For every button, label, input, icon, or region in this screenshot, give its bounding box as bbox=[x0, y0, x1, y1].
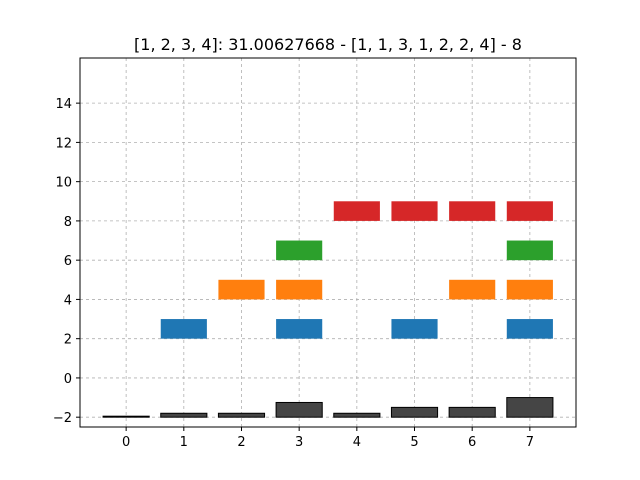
y-tick-label: 4 bbox=[64, 293, 72, 308]
y-tick-label: −2 bbox=[53, 411, 72, 426]
x-tick-label: 3 bbox=[295, 435, 303, 450]
x-tick-label: 2 bbox=[237, 435, 245, 450]
bar-orange bbox=[506, 279, 553, 300]
x-tick-label: 6 bbox=[468, 435, 476, 450]
y-tick-label: 0 bbox=[64, 372, 72, 387]
y-tick-label: 8 bbox=[64, 215, 72, 230]
bars bbox=[102, 201, 554, 418]
bottom-bar bbox=[102, 415, 150, 418]
bottom-bar bbox=[275, 401, 323, 418]
bottom-bar bbox=[217, 412, 266, 418]
bar-orange bbox=[218, 279, 265, 300]
bar-red bbox=[449, 201, 496, 221]
bottom-bar bbox=[333, 412, 381, 418]
y-tick-label: 12 bbox=[55, 136, 72, 151]
bottom-bar bbox=[160, 412, 208, 418]
x-tick-label: 4 bbox=[353, 435, 361, 450]
bar-green bbox=[506, 240, 553, 261]
bar-green bbox=[276, 240, 323, 261]
bar-blue bbox=[276, 319, 323, 339]
bar-blue bbox=[160, 319, 207, 339]
y-tick-label: 10 bbox=[55, 176, 72, 191]
x-tick-label: 7 bbox=[526, 435, 534, 450]
y-tick-label: 14 bbox=[55, 97, 72, 112]
bottom-bar bbox=[448, 406, 496, 418]
bar-orange bbox=[449, 279, 496, 300]
bar-red bbox=[391, 201, 438, 221]
y-tick-label: 2 bbox=[64, 333, 72, 348]
x-tick-label: 1 bbox=[180, 435, 188, 450]
grid-lines bbox=[80, 58, 576, 427]
x-tick-label: 5 bbox=[410, 435, 418, 450]
y-tick-label: 6 bbox=[64, 254, 72, 269]
bar-blue bbox=[506, 319, 553, 339]
bar-blue bbox=[391, 319, 438, 339]
bar-red bbox=[333, 201, 380, 221]
chart-title: [1, 2, 3, 4]: 31.00627668 - [1, 1, 3, 1,… bbox=[134, 35, 522, 54]
x-tick-label: 0 bbox=[122, 435, 130, 450]
bar-red bbox=[506, 201, 553, 221]
plot-frame bbox=[79, 57, 577, 428]
bar-orange bbox=[276, 279, 323, 300]
bottom-bar bbox=[506, 397, 554, 418]
bottom-bar bbox=[390, 406, 439, 418]
